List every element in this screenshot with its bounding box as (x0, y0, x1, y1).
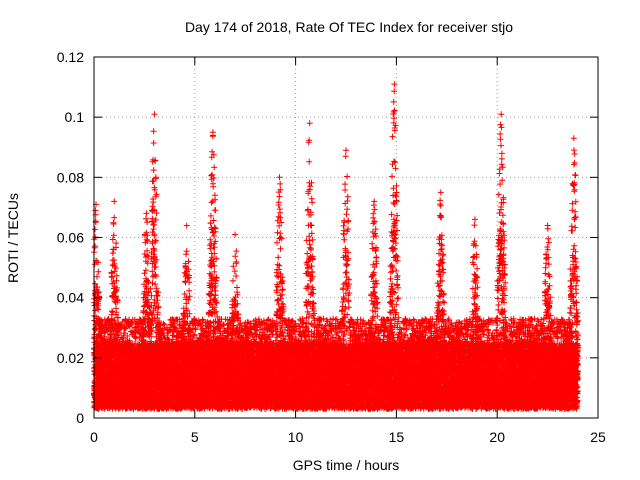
y-tick-label: 0.12 (57, 49, 84, 65)
x-tick-label: 15 (389, 429, 405, 445)
grid (94, 57, 598, 418)
x-axis-title: GPS time / hours (293, 457, 400, 473)
y-tick-label: 0 (76, 410, 84, 426)
x-tick-label: 20 (489, 429, 505, 445)
x-tick-label: 5 (191, 429, 199, 445)
chart-title: Day 174 of 2018, Rate Of TEC Index for r… (185, 19, 513, 35)
y-tick-label: 0.02 (57, 350, 84, 366)
axis-ticks: 0 0.02 0.04 0.06 0.08 0.1 0.12 0 5 10 15 20 25 (57, 49, 606, 445)
x-tick-label: 25 (590, 429, 606, 445)
data-series-roti (90, 81, 581, 412)
y-tick-label: 0.08 (57, 169, 84, 185)
x-tick-label: 0 (90, 429, 98, 445)
x-tick-label: 10 (288, 429, 304, 445)
y-axis-title: ROTI / TECUs (5, 193, 21, 283)
y-tick-label: 0.04 (57, 290, 84, 306)
y-tick-label: 0.06 (57, 230, 84, 246)
y-tick-label: 0.1 (65, 109, 85, 125)
data-points-roti (90, 81, 581, 412)
